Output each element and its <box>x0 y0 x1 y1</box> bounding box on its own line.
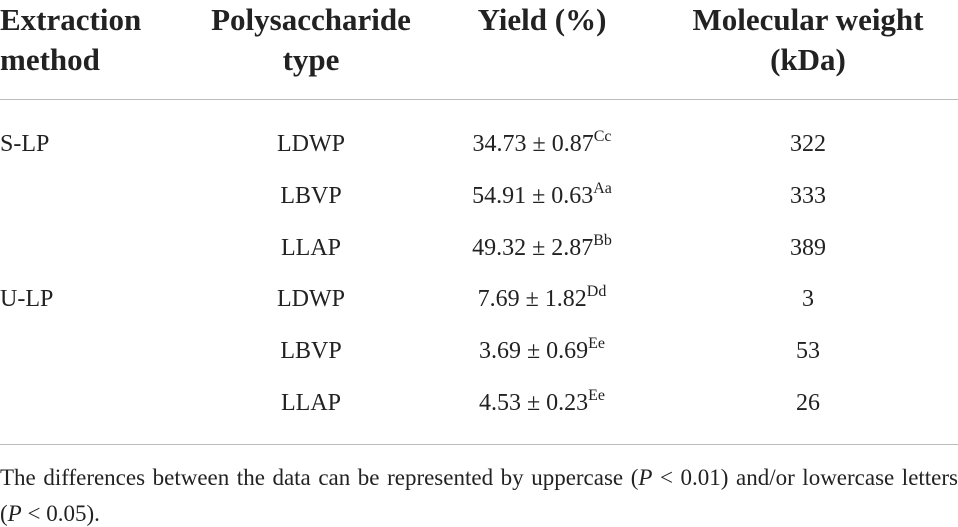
method-cell: S-LP <box>0 131 50 157</box>
yield-cell: 34.73 ± 0.87Cc <box>412 129 672 159</box>
yield-superscript: Ee <box>588 335 606 353</box>
mw-cell: 53 <box>796 338 820 365</box>
header-cell: Polysaccharide type <box>211 2 411 77</box>
yield-value: 49.32 ± 2.87 <box>472 234 594 261</box>
method-cell: U-LP <box>0 286 54 313</box>
footnote-text: < 0.05). <box>21 501 100 526</box>
yield-cell: 3.69 ± 0.69Ee <box>412 336 672 366</box>
yield-value: 34.73 ± 0.87 <box>472 131 594 157</box>
type-cell: LLAP <box>281 390 341 416</box>
header-cell: Extraction method <box>0 2 142 77</box>
mw-cell: 26 <box>796 390 820 416</box>
header-rule <box>0 99 958 100</box>
yield-value: 4.53 ± 0.23 <box>478 390 589 416</box>
footnote: The differences between the data can be … <box>0 460 958 527</box>
mw-cell: 333 <box>790 182 826 209</box>
header-cell: Yield (%) <box>477 2 607 37</box>
yield-cell: 7.69 ± 1.82Dd <box>412 284 672 314</box>
yield-superscript: Bb <box>593 231 612 249</box>
type-cell: LBVP <box>280 182 342 209</box>
yield-superscript: Aa <box>593 179 612 197</box>
mw-cell: 322 <box>790 131 826 157</box>
mw-cell: 389 <box>790 234 826 261</box>
footnote-symbol: P <box>638 465 653 490</box>
type-cell: LBVP <box>280 338 342 365</box>
type-cell: LDWP <box>277 131 345 157</box>
yield-value: 54.91 ± 0.63 <box>472 182 594 209</box>
yield-value: 7.69 ± 1.82 <box>477 286 587 313</box>
type-cell: LLAP <box>281 234 341 261</box>
yield-superscript: Ee <box>588 387 606 404</box>
header-cell: Molecular weight (kDa) <box>692 2 924 77</box>
yield-cell: 54.91 ± 0.63Aa <box>412 179 672 211</box>
yield-superscript: Cc <box>593 128 612 145</box>
footnote-text: < 0.01) and/or lowercase letters ( <box>0 465 958 526</box>
yield-value: 3.69 ± 0.69 <box>478 338 589 365</box>
type-cell: LDWP <box>277 286 345 313</box>
mw-cell: 3 <box>802 286 814 313</box>
yield-superscript: Dd <box>586 283 607 301</box>
yield-cell: 49.32 ± 2.87Bb <box>412 231 672 263</box>
yield-cell: 4.53 ± 0.23Ee <box>412 388 672 418</box>
footnote-text: The differences between the data can be … <box>0 465 639 490</box>
footnote-symbol: P <box>7 501 22 526</box>
bottom-rule <box>0 444 958 445</box>
